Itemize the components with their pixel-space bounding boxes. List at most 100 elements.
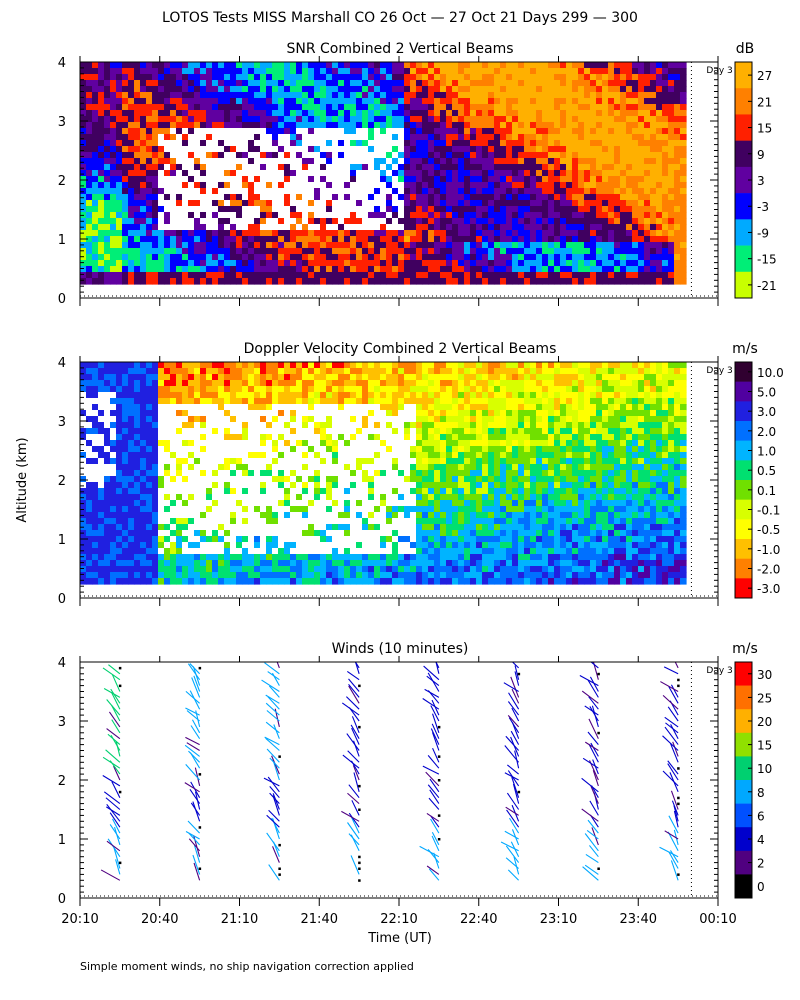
heatmap-cell bbox=[206, 128, 213, 135]
heatmap-cell bbox=[236, 206, 243, 213]
heatmap-cell bbox=[392, 86, 399, 93]
heatmap-cell bbox=[416, 140, 423, 147]
heatmap-cell bbox=[176, 116, 183, 123]
heatmap-cell bbox=[554, 224, 561, 231]
heatmap-cell bbox=[392, 176, 399, 183]
heatmap-cell bbox=[266, 146, 273, 153]
heatmap-cell bbox=[260, 368, 267, 375]
heatmap-cell bbox=[308, 140, 315, 147]
heatmap-cell bbox=[398, 170, 405, 177]
heatmap-cell bbox=[626, 242, 633, 249]
heatmap-cell bbox=[680, 212, 687, 219]
heatmap-cell bbox=[200, 170, 207, 177]
heatmap-cell bbox=[134, 422, 141, 429]
heatmap-cell bbox=[170, 218, 177, 225]
heatmap-cell bbox=[560, 188, 567, 195]
heatmap-cell bbox=[260, 92, 267, 99]
heatmap-cell bbox=[182, 548, 189, 555]
heatmap-cell bbox=[152, 182, 159, 189]
heatmap-cell bbox=[506, 98, 513, 105]
heatmap-cell bbox=[194, 170, 201, 177]
heatmap-cell bbox=[518, 116, 525, 123]
heatmap-cell bbox=[176, 218, 183, 225]
heatmap-cell bbox=[338, 104, 345, 111]
heatmap-cell bbox=[368, 80, 375, 87]
heatmap-cell bbox=[512, 218, 519, 225]
heatmap-cell bbox=[638, 170, 645, 177]
heatmap-cell bbox=[158, 386, 165, 393]
heatmap-cell bbox=[290, 224, 297, 231]
heatmap-cell bbox=[110, 188, 117, 195]
heatmap-cell bbox=[368, 182, 375, 189]
heatmap-cell bbox=[92, 374, 99, 381]
heatmap-cell bbox=[470, 200, 477, 207]
heatmap-cell bbox=[218, 452, 225, 459]
heatmap-cell bbox=[128, 500, 135, 507]
heatmap-cell bbox=[224, 416, 231, 423]
heatmap-cell bbox=[248, 548, 255, 555]
heatmap-cell bbox=[368, 248, 375, 255]
heatmap-cell bbox=[128, 398, 135, 405]
heatmap-cell bbox=[566, 116, 573, 123]
heatmap-cell bbox=[158, 530, 165, 537]
heatmap-cell bbox=[434, 182, 441, 189]
heatmap-cell bbox=[104, 404, 111, 411]
heatmap-cell bbox=[554, 278, 561, 285]
heatmap-cell bbox=[602, 158, 609, 165]
heatmap-cell bbox=[182, 488, 189, 495]
heatmap-cell bbox=[182, 494, 189, 501]
heatmap-cell bbox=[386, 92, 393, 99]
heatmap-cell bbox=[566, 170, 573, 177]
heatmap-cell bbox=[302, 152, 309, 159]
heatmap-cell bbox=[668, 242, 675, 249]
heatmap-cell bbox=[380, 278, 387, 285]
heatmap-cell bbox=[122, 524, 129, 531]
heatmap-cell bbox=[194, 506, 201, 513]
heatmap-cell bbox=[152, 362, 159, 369]
heatmap-cell bbox=[602, 98, 609, 105]
heatmap-cell bbox=[380, 98, 387, 105]
heatmap-cell bbox=[272, 260, 279, 267]
heatmap-cell bbox=[572, 224, 579, 231]
heatmap-cell bbox=[356, 152, 363, 159]
heatmap-cell bbox=[242, 452, 249, 459]
heatmap-cell bbox=[668, 212, 675, 219]
heatmap-cell bbox=[416, 86, 423, 93]
heatmap-cell bbox=[116, 446, 123, 453]
heatmap-cell bbox=[386, 164, 393, 171]
heatmap-cell bbox=[314, 176, 321, 183]
heatmap-cell bbox=[98, 386, 105, 393]
heatmap-cell bbox=[554, 74, 561, 81]
heatmap-cell bbox=[146, 554, 153, 561]
heatmap-cell bbox=[452, 110, 459, 117]
heatmap-cell bbox=[656, 98, 663, 105]
heatmap-cell bbox=[554, 188, 561, 195]
heatmap-cell bbox=[122, 500, 129, 507]
heatmap-cell bbox=[302, 92, 309, 99]
heatmap-cell bbox=[248, 440, 255, 447]
heatmap-cell bbox=[542, 272, 549, 279]
heatmap-cell bbox=[200, 200, 207, 207]
heatmap-cell bbox=[110, 266, 117, 273]
heatmap-cell bbox=[266, 92, 273, 99]
heatmap-cell bbox=[602, 164, 609, 171]
heatmap-cell bbox=[116, 164, 123, 171]
heatmap-cell bbox=[284, 86, 291, 93]
heatmap-cell bbox=[134, 134, 141, 141]
heatmap-cell bbox=[524, 200, 531, 207]
heatmap-cell bbox=[152, 506, 159, 513]
heatmap-cell bbox=[482, 200, 489, 207]
heatmap-cell bbox=[176, 518, 183, 525]
heatmap-cell bbox=[122, 266, 129, 273]
heatmap-cell bbox=[194, 134, 201, 141]
heatmap-cell bbox=[134, 272, 141, 279]
heatmap-cell bbox=[584, 194, 591, 201]
heatmap-cell bbox=[572, 86, 579, 93]
heatmap-cell bbox=[110, 410, 117, 417]
heatmap-cell bbox=[98, 254, 105, 261]
heatmap-cell bbox=[512, 74, 519, 81]
heatmap-cell bbox=[602, 140, 609, 147]
heatmap-cell bbox=[578, 170, 585, 177]
heatmap-cell bbox=[668, 104, 675, 111]
heatmap-cell bbox=[410, 272, 417, 279]
